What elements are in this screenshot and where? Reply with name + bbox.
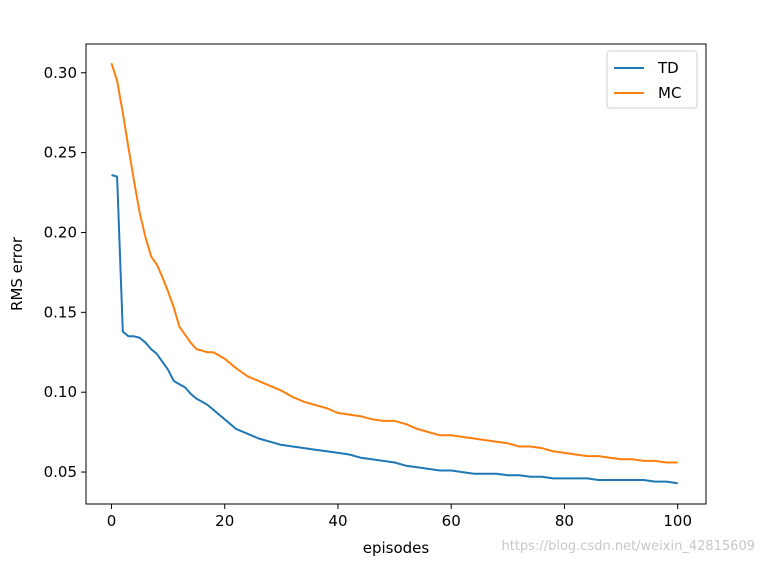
legend-label-mc: MC bbox=[658, 84, 681, 102]
y-tick-label: 0.20 bbox=[44, 223, 77, 241]
legend-box bbox=[606, 50, 698, 109]
y-tick-label: 0.25 bbox=[44, 144, 77, 162]
y-tick-label: 0.30 bbox=[44, 64, 77, 82]
x-tick-label: 40 bbox=[328, 512, 347, 530]
series-line-mc bbox=[110, 62, 678, 464]
y-tick-label: 0.10 bbox=[44, 383, 77, 401]
x-axis: 0 20 40 60 80 100 bbox=[107, 504, 692, 530]
x-axis-label: episodes bbox=[363, 539, 430, 557]
y-tick-label: 0.05 bbox=[44, 463, 77, 481]
series-layer bbox=[110, 62, 678, 485]
legend-label-td: TD bbox=[657, 59, 679, 77]
x-tick-label: 80 bbox=[555, 512, 574, 530]
x-tick-label: 60 bbox=[442, 512, 461, 530]
series-line-td bbox=[111, 174, 678, 485]
x-tick-label: 20 bbox=[215, 512, 234, 530]
watermark: https://blog.csdn.net/weixin_42815609 bbox=[501, 539, 755, 554]
y-axis-label: RMS error bbox=[8, 236, 26, 311]
x-tick-label: 100 bbox=[663, 512, 692, 530]
y-axis: 0.05 0.10 0.15 0.20 0.25 0.30 bbox=[44, 64, 86, 481]
legend: TD MC bbox=[606, 50, 698, 109]
plot-frame bbox=[85, 43, 707, 505]
x-tick-label: 0 bbox=[107, 512, 117, 530]
y-tick-label: 0.15 bbox=[44, 303, 77, 321]
